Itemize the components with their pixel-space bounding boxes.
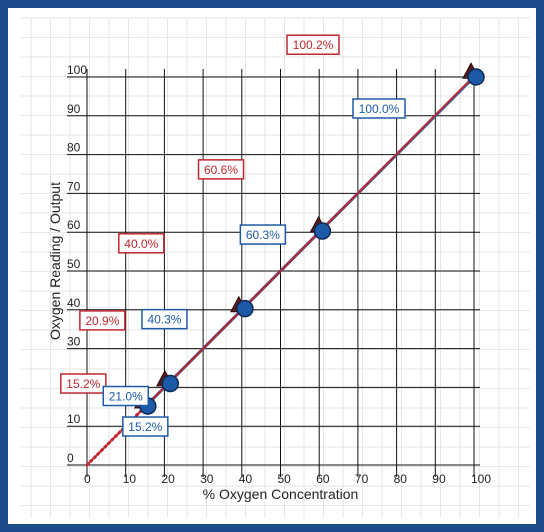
red-data-label-box [79, 310, 126, 331]
y-tick-label: 30 [67, 335, 81, 349]
red-data-label-text: 15.2% [66, 377, 100, 391]
x-tick-label: 10 [123, 472, 137, 486]
x-tick-label: 80 [394, 472, 408, 486]
blue-data-label-box [122, 416, 169, 437]
blue-data-label-box [352, 98, 406, 119]
circle-marker [467, 68, 485, 86]
series-line-red [145, 75, 475, 407]
x-tick-label: 100 [471, 472, 491, 486]
blue-data-label: 60.3% [239, 224, 287, 245]
red-data-label-box [286, 34, 340, 55]
x-tick-label: 50 [278, 472, 292, 486]
y-tick-label: 70 [67, 179, 81, 193]
red-data-label: 15.2% [60, 373, 107, 394]
blue-data-label: 15.2% [122, 416, 169, 437]
x-tick-label: 60 [316, 472, 330, 486]
y-tick-label: 80 [67, 141, 81, 155]
circle-marker [313, 222, 332, 240]
extrapolation-line [85, 404, 148, 467]
blue-data-label: 100.0% [352, 98, 406, 119]
blue-data-label-text: 15.2% [128, 420, 162, 434]
blue-data-label: 21.0% [102, 385, 150, 407]
major-grid [67, 69, 480, 477]
y-tick-label: 10 [67, 412, 81, 426]
x-tick-label: 40 [239, 472, 253, 486]
red-data-label: 100.2% [286, 34, 340, 55]
y-tick-label: 40 [67, 296, 81, 310]
y-tick-label: 90 [67, 102, 81, 116]
x-tick-label: 30 [200, 472, 214, 486]
blue-data-label-text: 21.0% [109, 390, 143, 404]
red-data-label-box [60, 373, 107, 394]
blue-data-label-box [239, 224, 287, 245]
red-data-label: 40.0% [118, 233, 165, 254]
x-tick-label: 0 [84, 472, 91, 486]
circle-marker [236, 299, 254, 318]
red-data-label-text: 20.9% [85, 314, 119, 328]
blue-data-label: 40.3% [141, 308, 188, 330]
red-data-label-text: 60.6% [204, 163, 238, 177]
y-axis-title: Oxygen Reading / Output [47, 182, 63, 340]
y-tick-label: 0 [67, 451, 74, 465]
red-data-label: 60.6% [197, 159, 245, 180]
blue-data-label-text: 100.0% [359, 102, 400, 116]
background-grid [20, 17, 530, 518]
red-data-label-box [197, 159, 245, 180]
blue-data-label-text: 40.3% [147, 313, 181, 327]
x-tick-label: 70 [355, 472, 369, 486]
y-tick-label: 100 [67, 63, 87, 77]
red-data-label-box [118, 233, 165, 254]
red-data-label-text: 100.2% [293, 38, 334, 52]
x-tick-label: 90 [432, 472, 446, 486]
blue-data-label-box [102, 385, 150, 407]
x-tick-label: 20 [161, 472, 175, 486]
circle-marker [161, 374, 180, 393]
blue-data-label-text: 60.3% [246, 228, 280, 242]
y-tick-label: 50 [67, 257, 81, 271]
y-tick-label: 60 [67, 218, 81, 232]
red-data-label-text: 40.0% [124, 237, 158, 251]
blue-data-label-box [141, 308, 188, 330]
x-axis-title: % Oxygen Concentration [203, 486, 359, 502]
red-data-label: 20.9% [79, 310, 126, 331]
